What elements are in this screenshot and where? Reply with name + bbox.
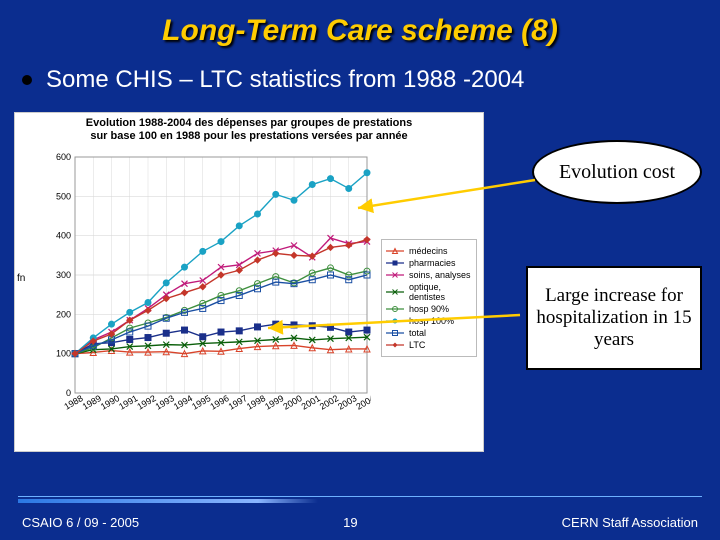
- legend-marker-icon: [386, 271, 404, 279]
- svg-text:2004: 2004: [354, 393, 371, 412]
- bullet-dot-icon: [22, 75, 32, 85]
- legend-marker-icon: [386, 305, 404, 313]
- legend-item-hosp90: hosp 90%: [386, 304, 472, 314]
- legend-item-medecins: médecins: [386, 246, 472, 256]
- footer: CSAIO 6 / 09 - 2005 19 CERN Staff Associ…: [0, 515, 720, 530]
- legend-item-ltc: LTC: [386, 340, 472, 350]
- chart-legend: médecins pharmacies soins, analyses optique…: [381, 239, 477, 357]
- legend-item-optique_dentiste: optique, dentistes: [386, 282, 472, 302]
- legend-item-total: total: [386, 328, 472, 338]
- legend-label: hosp 90%: [409, 304, 449, 314]
- callout-evolution-cost: Evolution cost: [532, 140, 702, 204]
- svg-text:100: 100: [56, 349, 71, 359]
- bullet-row: Some CHIS – LTC statistics from 1988 -20…: [22, 66, 720, 94]
- callout-large-increase: Large increase for hospitalization in 15…: [526, 266, 702, 370]
- legend-label: optique, dentistes: [409, 282, 472, 302]
- legend-label: soins, analyses: [409, 270, 471, 280]
- svg-text:600: 600: [56, 153, 71, 162]
- legend-marker-icon: [386, 329, 404, 337]
- footer-right: CERN Staff Association: [562, 515, 698, 530]
- chart-title-line2: sur base 100 en 1988 pour les prestation…: [90, 130, 407, 142]
- legend-marker-icon: [386, 247, 404, 255]
- legend-item-soins_analyses: soins, analyses: [386, 270, 472, 280]
- callout-large-increase-text: Large increase for hospitalization in 15…: [532, 285, 696, 351]
- legend-label: hosp 100%: [409, 316, 454, 326]
- chart-plot: 0100200300400500600198819891990199119921…: [51, 153, 371, 413]
- legend-item-pharmacies: pharmacies: [386, 258, 472, 268]
- legend-item-hosp100: hosp 100%: [386, 316, 472, 326]
- legend-marker-icon: [386, 259, 404, 267]
- svg-text:400: 400: [56, 231, 71, 241]
- legend-label: total: [409, 328, 426, 338]
- callout-evolution-text: Evolution cost: [559, 161, 675, 183]
- footer-divider: [0, 496, 720, 502]
- legend-label: médecins: [409, 246, 448, 256]
- legend-label: LTC: [409, 340, 425, 350]
- footer-page-number: 19: [139, 515, 562, 530]
- footer-left: CSAIO 6 / 09 - 2005: [22, 515, 139, 530]
- legend-marker-icon: [386, 341, 404, 349]
- legend-marker-icon: [386, 317, 404, 325]
- legend-marker-icon: [386, 288, 404, 296]
- chart-title-line1: Evolution 1988-2004 des dépenses par gro…: [86, 117, 412, 129]
- svg-text:200: 200: [56, 309, 71, 319]
- bullet-text: Some CHIS – LTC statistics from 1988 -20…: [46, 66, 524, 94]
- svg-text:300: 300: [56, 270, 71, 280]
- slide-title: Long-Term Care scheme (8): [0, 0, 720, 48]
- chart-container: Evolution 1988-2004 des dépenses par gro…: [14, 112, 484, 452]
- svg-text:500: 500: [56, 191, 71, 201]
- svg-text:0: 0: [66, 388, 71, 398]
- chart-title: Evolution 1988-2004 des dépenses par gro…: [15, 113, 483, 143]
- legend-label: pharmacies: [409, 258, 456, 268]
- chart-ylabel: fn: [17, 273, 25, 284]
